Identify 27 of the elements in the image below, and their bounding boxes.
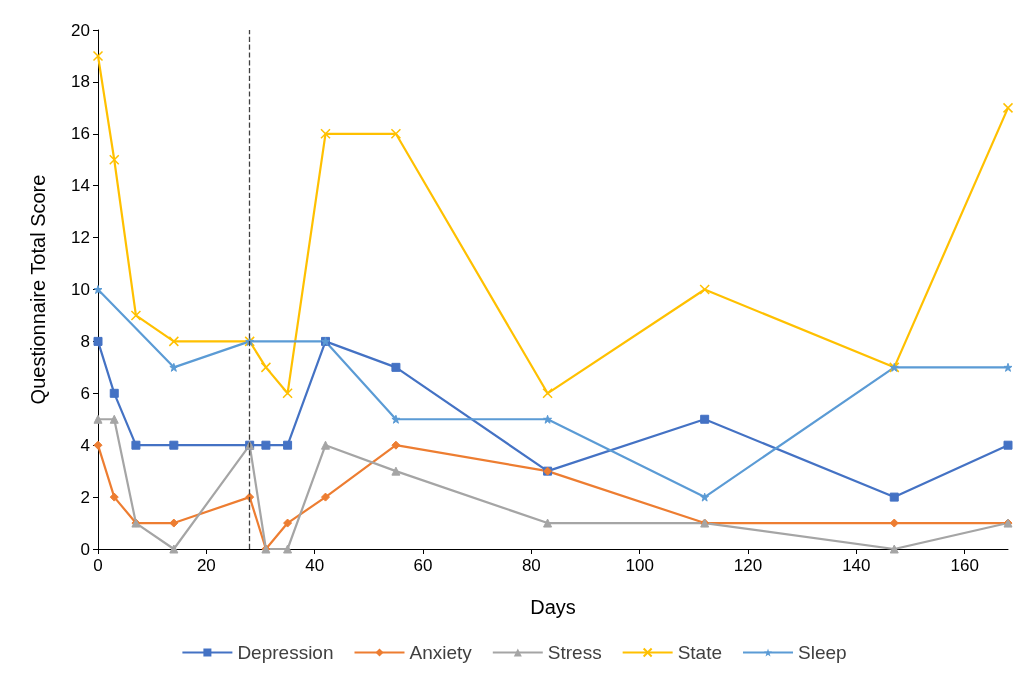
x-tick-label: 0 <box>93 556 103 575</box>
y-tick-label: 16 <box>71 124 90 144</box>
y-tick-label: 4 <box>80 435 90 455</box>
x-axis-title: Days <box>530 596 576 618</box>
x-tick-label: 140 <box>842 556 871 575</box>
x-tick-label: 160 <box>950 556 979 575</box>
y-tick-label: 2 <box>80 487 90 507</box>
x-tick-label: 60 <box>413 556 433 575</box>
y-tick-label: 10 <box>71 280 90 299</box>
y-tick-label: 14 <box>71 176 90 196</box>
legend-label: Depression <box>237 642 334 663</box>
y-tick-label: 12 <box>71 228 90 248</box>
x-tick-label: 20 <box>196 556 216 575</box>
legend-label: Anxiety <box>409 642 473 663</box>
y-axis-title: Questionnaire Total Score <box>27 174 49 405</box>
x-tick-label: 120 <box>733 556 763 575</box>
x-tick-label: 100 <box>625 556 654 575</box>
legend-label: Sleep <box>798 642 847 663</box>
legend-label: State <box>677 642 723 663</box>
x-tick-label: 80 <box>521 556 541 575</box>
y-tick-label: 6 <box>80 383 90 403</box>
x-tick-label: 40 <box>305 556 325 575</box>
y-tick-label: 18 <box>71 72 90 92</box>
legend-label: Stress <box>547 642 602 663</box>
y-tick-label: 20 <box>71 20 90 40</box>
y-tick-label: 0 <box>80 539 90 559</box>
y-tick-label: 8 <box>80 331 90 351</box>
